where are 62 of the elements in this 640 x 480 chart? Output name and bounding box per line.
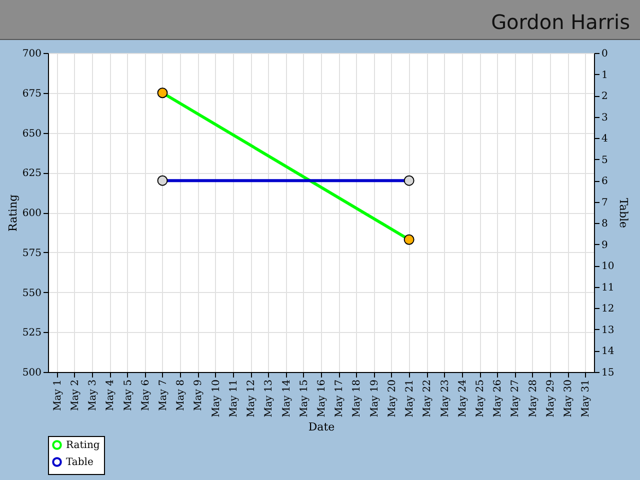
x-tick-label: May 15: [298, 380, 310, 418]
x-axis-title: Date: [308, 420, 335, 434]
y-tick-label: 675: [22, 88, 42, 100]
y2-tick-label: 15: [602, 368, 614, 378]
legend-label: Table: [66, 457, 94, 468]
y2-tick-label: 13: [602, 324, 614, 336]
x-tick-label: May 11: [228, 380, 240, 418]
y2-tick-label: 5: [602, 154, 608, 166]
y-tick-label: 650: [22, 128, 42, 140]
y2-tick-label: 7: [602, 197, 608, 208]
x-tick-label: May 20: [386, 380, 398, 418]
y2-tick-label: 6: [602, 176, 608, 188]
y-axis-title: Rating: [6, 194, 20, 232]
y2-tick-label: 1: [602, 70, 608, 81]
y2-tick-label: 9: [602, 240, 608, 251]
x-tick-label: May 31: [580, 380, 592, 418]
x-tick-label: May 30: [563, 380, 574, 418]
y2-tick-label: 4: [602, 134, 608, 145]
y-tick-label: 625: [22, 168, 42, 180]
x-tick-label: May 4: [105, 380, 116, 411]
x-tick-label: May 27: [510, 380, 522, 418]
y-tick-label: 500: [22, 368, 42, 378]
y2-axis-title: Table: [617, 198, 630, 228]
y-tick-label: 700: [22, 48, 42, 60]
y2-tick-label: 8: [602, 218, 608, 230]
x-tick-label: May 12: [246, 380, 258, 418]
x-tick-label: May 7: [158, 380, 169, 411]
x-tick-label: May 19: [369, 380, 380, 418]
y2-tick-label: 11: [602, 282, 614, 294]
x-tick-label: May 28: [528, 380, 539, 418]
x-tick-label: May 23: [440, 380, 451, 418]
y2-tick-label: 14: [602, 346, 614, 358]
x-tick-label: May 21: [404, 380, 416, 418]
x-tick-label: May 3: [88, 380, 99, 411]
y2-tick-label: 12: [602, 304, 614, 315]
y-tick-label: 600: [22, 208, 42, 219]
x-tick-label: May 14: [281, 380, 292, 418]
x-tick-label: May 8: [176, 380, 187, 411]
x-tick-label: May 2: [70, 380, 81, 411]
x-tick-label: May 10: [210, 380, 222, 418]
x-tick-label: May 5: [122, 380, 134, 411]
y-tick-label: 575: [22, 248, 42, 259]
x-tick-label: May 6: [140, 380, 152, 411]
x-tick-label: May 18: [352, 380, 363, 418]
x-tick-label: May 1: [52, 380, 64, 411]
x-tick-label: May 25: [475, 380, 486, 418]
y2-tick-label: 0: [602, 48, 608, 60]
x-tick-label: May 26: [492, 380, 504, 418]
x-tick-label: May 9: [193, 380, 204, 411]
x-tick-label: May 17: [334, 380, 346, 418]
y2-tick-label: 10: [602, 261, 614, 272]
y2-tick-label: 3: [602, 112, 608, 124]
x-tick-label: May 16: [316, 380, 328, 418]
x-tick-label: May 29: [545, 380, 556, 418]
y2-tick-label: 2: [602, 91, 608, 102]
y-tick-label: 525: [22, 328, 42, 339]
legend-label: Rating: [66, 440, 100, 451]
x-tick-label: May 24: [457, 380, 468, 418]
x-tick-label: May 13: [264, 380, 275, 418]
y-tick-label: 550: [22, 288, 42, 299]
x-tick-label: May 22: [422, 380, 434, 418]
chart-title: Gordon Harris: [0, 0, 640, 40]
